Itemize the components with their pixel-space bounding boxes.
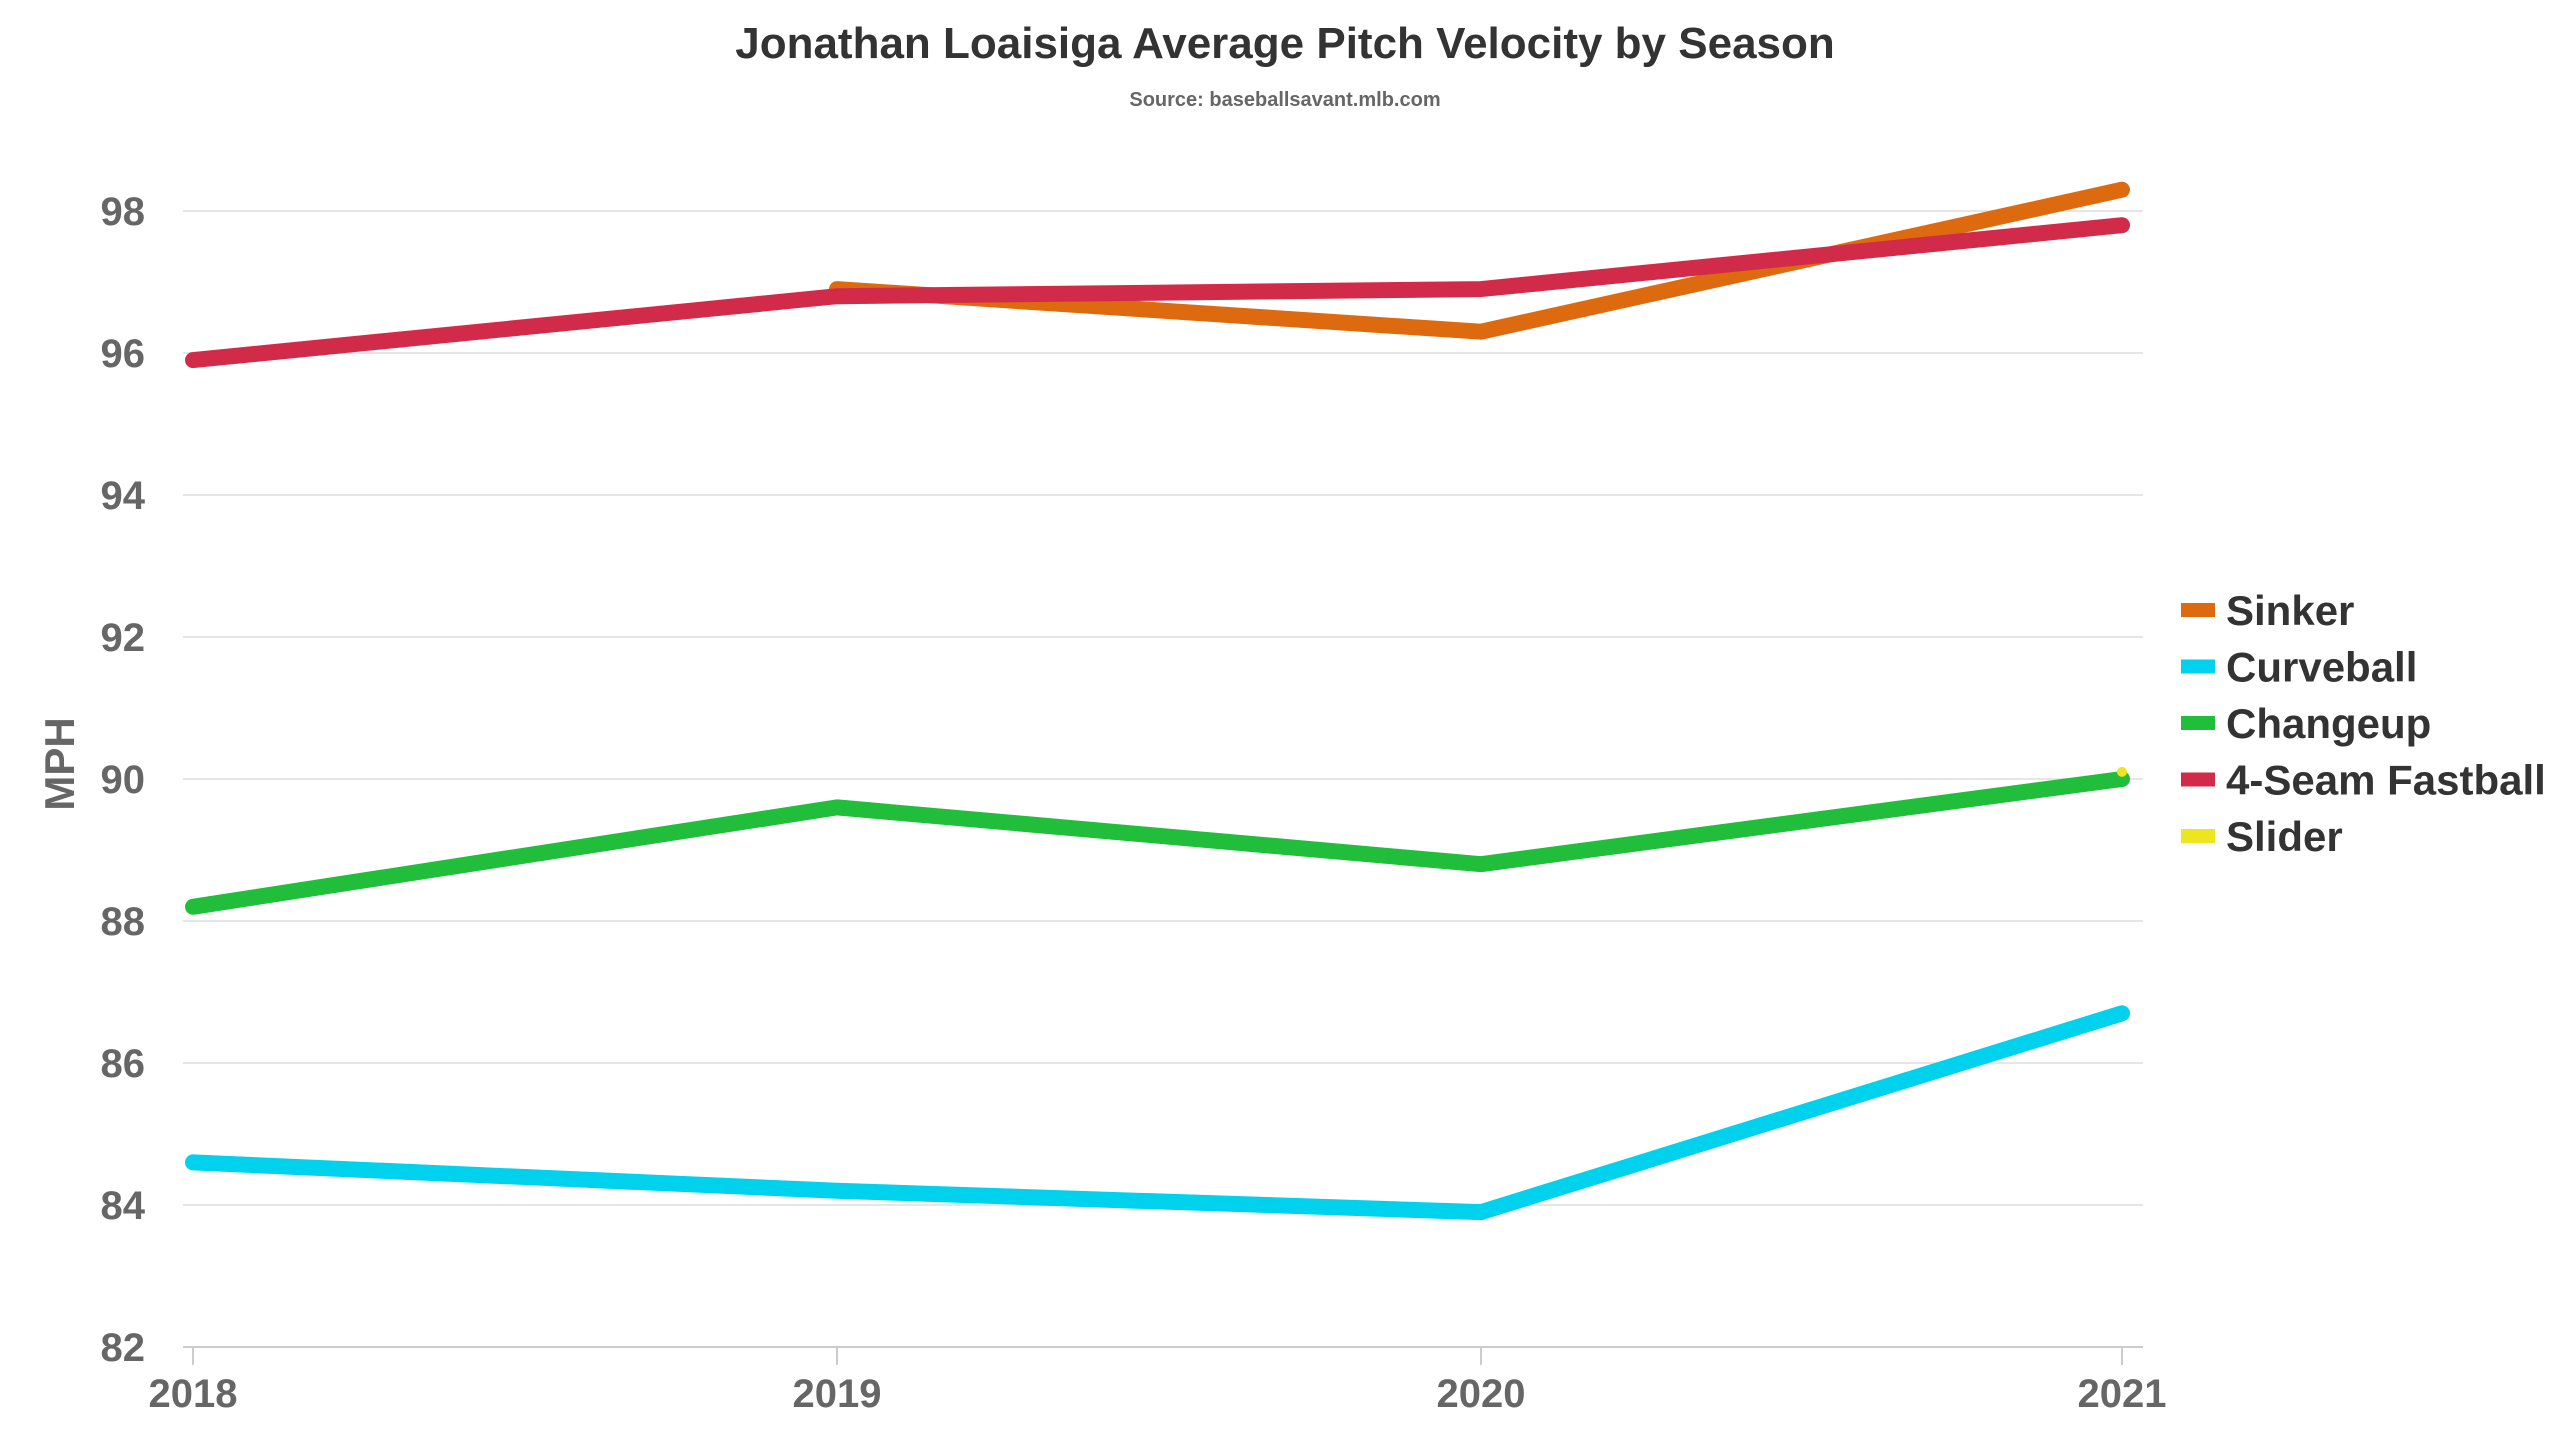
y-tick-label: 84 (101, 1184, 146, 1228)
legend-label: 4-Seam Fastball (2226, 757, 2546, 804)
y-tick-label: 82 (101, 1326, 146, 1370)
series-lines (185, 181, 2130, 1221)
legend-item-slider[interactable]: Slider (2181, 813, 2343, 860)
chart-subtitle: Source: baseballsavant.mlb.com (1129, 89, 1440, 111)
series-line-curveball (185, 1005, 2130, 1221)
y-tick-label: 86 (101, 1042, 146, 1086)
gridlines (183, 210, 2143, 1206)
legend-label: Curveball (2226, 644, 2417, 691)
x-tick-label: 2019 (793, 1372, 882, 1416)
y-tick-label: 90 (101, 758, 146, 802)
legend-label: Sinker (2226, 587, 2354, 634)
x-tick-label: 2021 (2078, 1372, 2167, 1416)
legend-swatch (2181, 772, 2215, 787)
x-tick-label: 2018 (149, 1372, 238, 1416)
x-tick-label: 2020 (1437, 1372, 1526, 1416)
legend-swatch (2181, 829, 2215, 843)
legend-label: Changeup (2226, 700, 2431, 747)
legend-label: Slider (2226, 813, 2343, 860)
series-line-sinker (829, 181, 2130, 340)
series-point-slider (2117, 766, 2127, 777)
y-axis-title: MPH (36, 717, 83, 810)
y-tick-label: 98 (101, 190, 146, 234)
series-line-changeup (185, 771, 2130, 915)
y-tick-label: 88 (101, 900, 146, 944)
series-line-4-seam-fastball (185, 217, 2130, 369)
axes: 82 84 86 88 90 92 94 96 98 2018 2019 2020 2021 (101, 190, 2167, 1416)
legend-swatch (2181, 716, 2215, 730)
legend-item-changeup[interactable]: Changeup (2181, 700, 2431, 747)
y-tick-label: 92 (101, 616, 146, 660)
legend-item-sinker[interactable]: Sinker (2181, 587, 2354, 634)
legend-swatch (2181, 659, 2215, 674)
chart-title: Jonathan Loaisiga Average Pitch Velocity… (735, 19, 1835, 68)
legend-item-4-seam-fastball[interactable]: 4-Seam Fastball (2181, 757, 2546, 804)
y-tick-label: 96 (101, 332, 146, 376)
y-tick-label: 94 (101, 474, 146, 518)
legend[interactable]: Sinker Curveball Changeup 4-Seam Fastball Sl… (2181, 587, 2546, 860)
legend-swatch (2181, 603, 2215, 617)
legend-item-curveball[interactable]: Curveball (2181, 644, 2417, 691)
